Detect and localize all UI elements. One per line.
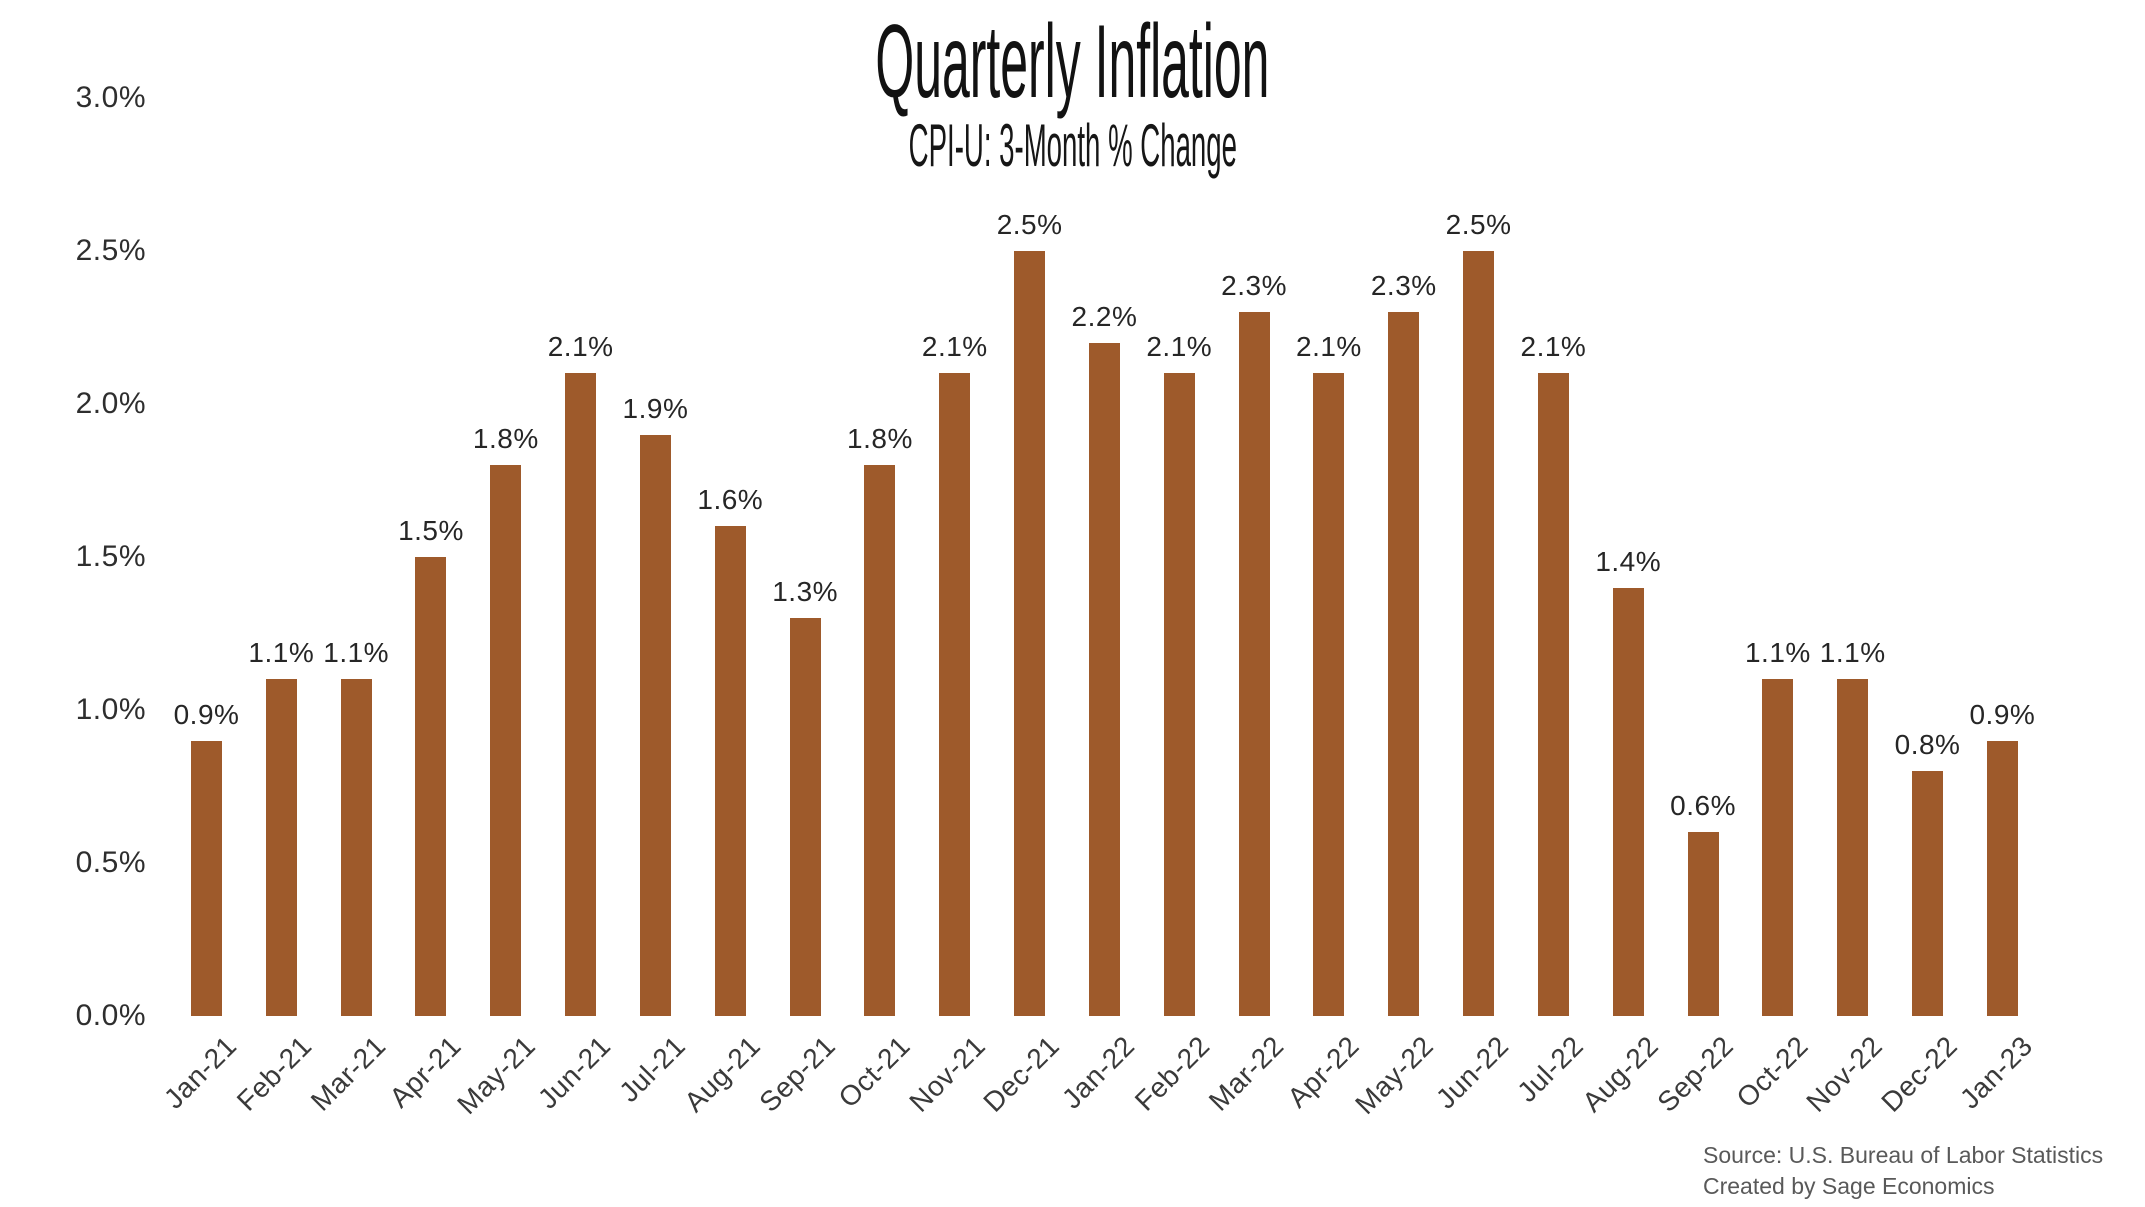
bar: 2.1% Jun-21	[532, 331, 617, 1114]
bar: 1.8% May-21	[452, 423, 542, 1120]
bar-value-label: 2.1%	[547, 331, 614, 363]
x-tick-label: Oct-21	[832, 1030, 916, 1114]
x-tick-label: Feb-21	[230, 1030, 318, 1117]
bar-value-label: 1.1%	[1819, 637, 1886, 669]
bar: 0.6% Sep-22	[1651, 790, 1739, 1117]
bar-value-label: 2.1%	[1146, 331, 1213, 363]
y-tick-label: 0.5%	[75, 846, 146, 879]
bar-value-label: 0.9%	[173, 698, 240, 730]
x-tick-label: Mar-21	[305, 1030, 393, 1117]
credit-line: Created by Sage Economics	[1703, 1173, 1995, 1199]
bar: 0.9% Jan-23	[1954, 699, 2039, 1115]
bar-value-label: 1.3%	[772, 576, 839, 608]
bar: 2.1% Feb-22	[1128, 331, 1215, 1116]
x-tick-label: Feb-22	[1128, 1030, 1216, 1117]
bar: 0.9% Jan-21	[158, 699, 243, 1115]
bar-value-label: 1.8%	[847, 423, 913, 455]
x-tick-label: Jun-22	[1429, 1030, 1515, 1115]
x-tick-label: Sep-21	[753, 1030, 842, 1118]
bar-value-label: 0.6%	[1670, 790, 1736, 822]
chart-subtitle: CPI-U: 3-Month % Change	[0, 116, 2145, 176]
x-tick-label: May-22	[1349, 1030, 1440, 1121]
bar: 2.1% Apr-22	[1281, 331, 1364, 1113]
bar: 2.1% Nov-21	[903, 331, 991, 1117]
x-tick-label: Sep-22	[1651, 1030, 1739, 1118]
bar-value-label: 1.1%	[323, 637, 390, 669]
y-axis: 3.0% 2.5% 2.0% 1.5% 1.0% 0.5% 0.0%	[0, 0, 146, 1207]
bar-value-label: 2.1%	[921, 331, 988, 363]
plot-area: 0.9% Jan-21 1.1% Feb-21 1.1% Mar-21 1.5% Apr-21…	[158, 98, 2039, 1120]
bar: 2.3% Mar-22	[1203, 270, 1290, 1117]
bar: 2.1% Jul-22	[1511, 331, 1589, 1108]
x-tick-label: Aug-21	[678, 1030, 767, 1118]
bar: 1.1% Mar-21	[305, 637, 392, 1116]
x-tick-label: Nov-21	[902, 1030, 991, 1118]
bar: 2.5% Dec-21	[978, 209, 1066, 1118]
y-tick-label: 3.0%	[75, 81, 146, 114]
bar: 1.4% Aug-22	[1576, 546, 1664, 1118]
x-tick-label: Mar-22	[1203, 1030, 1291, 1117]
bar-value-label: 2.1%	[1296, 331, 1362, 363]
bar: 2.5% Jun-22	[1430, 209, 1515, 1115]
bar-value-label: 2.5%	[1445, 209, 1512, 240]
chart-title: Quarterly Inflation	[0, 10, 2145, 114]
y-tick-label: 2.0%	[75, 387, 146, 420]
bar: 0.8% Dec-22	[1876, 729, 1964, 1118]
x-tick-label: Jan-22	[1055, 1030, 1141, 1115]
bar-value-label: 2.2%	[1071, 300, 1138, 332]
x-tick-label: Jun-21	[531, 1030, 617, 1115]
bar: 2.2% Jan-22	[1056, 301, 1141, 1115]
x-tick-label: Dec-22	[1875, 1030, 1964, 1118]
x-tick-label: Jan-23	[1953, 1030, 2039, 1115]
bar-value-label: 0.9%	[1969, 698, 2036, 730]
source-line: Source: U.S. Bureau of Labor Statistics	[1703, 1142, 2104, 1168]
x-tick-label: Nov-22	[1800, 1030, 1889, 1118]
bar-value-label: 1.9%	[622, 392, 689, 424]
bar-value-label: 1.1%	[1744, 637, 1811, 669]
bar: 2.3% May-22	[1350, 270, 1440, 1120]
bar: 1.9% Jul-21	[613, 393, 691, 1108]
bar-value-label: 1.5%	[398, 515, 464, 546]
bar: 1.1% Nov-22	[1801, 637, 1889, 1117]
bar-value-label: 0.8%	[1894, 729, 1961, 761]
bar-value-label: 1.4%	[1595, 545, 1662, 577]
bar-value-label: 1.6%	[697, 484, 764, 516]
x-tick-label: Dec-21	[977, 1030, 1066, 1118]
bar: 1.8% Oct-21	[832, 423, 915, 1113]
bar-value-label: 2.3%	[1221, 270, 1288, 302]
source-note: Source: U.S. Bureau of Labor Statistics …	[1703, 1140, 2103, 1202]
bar: 1.3% Sep-21	[753, 576, 841, 1118]
bar-value-label: 2.1%	[1520, 331, 1587, 363]
bar-value-label: 1.1%	[248, 637, 315, 669]
y-tick-label: 1.0%	[75, 693, 146, 726]
y-tick-label: 0.0%	[75, 999, 146, 1032]
x-tick-label: May-21	[451, 1030, 542, 1121]
x-tick-label: Oct-22	[1730, 1030, 1814, 1114]
y-tick-label: 2.5%	[75, 234, 146, 267]
y-tick-label: 1.5%	[75, 540, 146, 573]
bar: 1.6% Aug-21	[678, 484, 766, 1117]
chart-subtitle-text: CPI-U: 3-Month % Change	[908, 112, 1237, 179]
bar-value-label: 2.5%	[996, 209, 1063, 240]
bar: 1.1% Oct-22	[1730, 637, 1813, 1113]
chart-title-text: Quarterly Inflation	[875, 4, 1270, 120]
x-tick-label: Aug-22	[1576, 1030, 1665, 1118]
bar: 1.1% Feb-21	[230, 637, 317, 1116]
x-tick-label: Jan-21	[157, 1030, 243, 1115]
bar: 1.5% Apr-21	[383, 515, 466, 1113]
bar-value-label: 2.3%	[1370, 270, 1437, 302]
bar-value-label: 1.8%	[472, 423, 539, 455]
